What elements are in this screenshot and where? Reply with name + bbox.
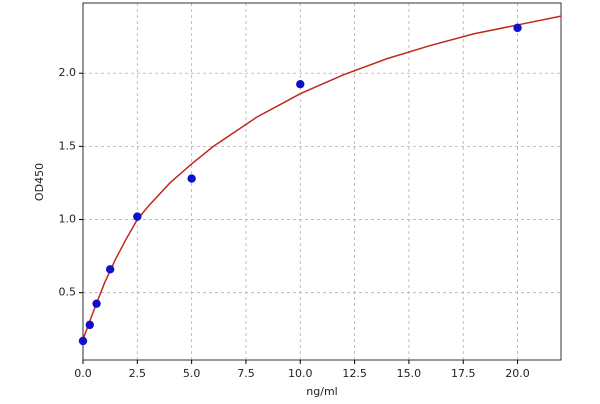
y-tick-label: 1.5 xyxy=(59,139,77,152)
data-point xyxy=(92,299,101,308)
data-point xyxy=(105,265,115,274)
data-point xyxy=(85,320,94,330)
x-axis-label: ng/ml xyxy=(306,385,337,398)
y-axis-label: OD450 xyxy=(33,163,46,201)
x-tick-label: 10.0 xyxy=(288,367,313,380)
data-point xyxy=(296,80,305,89)
data-point xyxy=(133,212,142,221)
x-tick-label: 0.0 xyxy=(74,367,92,380)
data-point xyxy=(513,23,522,33)
data-point xyxy=(187,174,196,183)
y-tick-label: 0.5 xyxy=(59,286,77,299)
plot-frame xyxy=(82,2,562,361)
x-tick-label: 7.5 xyxy=(237,367,255,380)
x-tick-label: 20.0 xyxy=(505,367,530,380)
data-point xyxy=(78,336,88,346)
x-tick-label: 5.0 xyxy=(183,367,201,380)
fit-curve xyxy=(82,15,562,340)
x-tick-label: 12.5 xyxy=(342,367,367,380)
x-tick-label: 15.0 xyxy=(397,367,422,380)
y-tick-label: 1.0 xyxy=(59,213,77,226)
y-tick-label: 2.0 xyxy=(59,66,77,79)
x-tick-label: 17.5 xyxy=(451,367,476,380)
x-tick-label: 2.5 xyxy=(129,367,147,380)
